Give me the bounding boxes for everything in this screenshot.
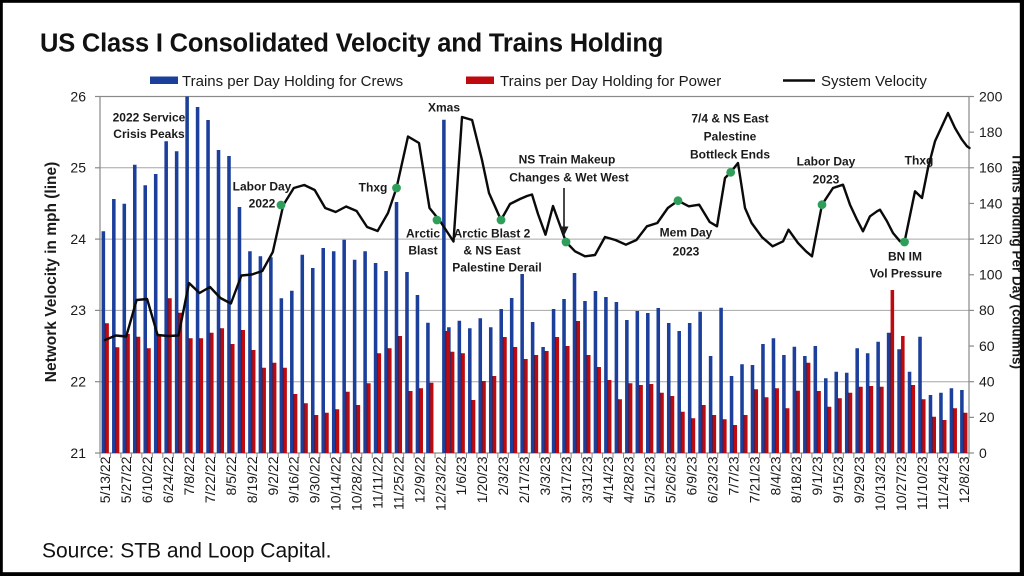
svg-text:2022: 2022 <box>249 197 276 211</box>
svg-text:Arctic Blast 2: Arctic Blast 2 <box>454 227 531 241</box>
svg-text:9/16/22: 9/16/22 <box>286 456 302 503</box>
svg-text:4/14/23: 4/14/23 <box>600 456 616 503</box>
svg-text:Network Velocity in mph (line): Network Velocity in mph (line) <box>43 162 60 382</box>
svg-text:22: 22 <box>70 374 86 390</box>
svg-text:Bottleck Ends: Bottleck Ends <box>690 148 770 162</box>
svg-text:6/10/22: 6/10/22 <box>139 456 155 503</box>
svg-text:2/17/23: 2/17/23 <box>516 456 532 503</box>
svg-text:Labor Day: Labor Day <box>233 180 292 194</box>
svg-text:Thxg: Thxg <box>905 154 934 168</box>
svg-text:Labor Day: Labor Day <box>797 155 856 169</box>
svg-text:Crisis Peaks: Crisis Peaks <box>113 127 185 141</box>
svg-text:140: 140 <box>979 195 1003 211</box>
svg-text:Xmas: Xmas <box>428 101 460 115</box>
svg-text:NS Train Makeup: NS Train Makeup <box>519 153 616 167</box>
svg-text:60: 60 <box>979 338 995 354</box>
svg-text:7/4 & NS East: 7/4 & NS East <box>691 112 768 126</box>
svg-text:7/7/23: 7/7/23 <box>725 456 741 495</box>
svg-text:8/18/23: 8/18/23 <box>788 456 804 503</box>
svg-text:3/17/23: 3/17/23 <box>558 456 574 503</box>
svg-text:4/28/23: 4/28/23 <box>621 456 637 503</box>
svg-text:180: 180 <box>979 124 1003 140</box>
svg-text:11/10/23: 11/10/23 <box>914 456 930 510</box>
svg-text:7/22/22: 7/22/22 <box>202 456 218 503</box>
svg-text:12/23/22: 12/23/22 <box>432 456 448 511</box>
svg-text:10/13/23: 10/13/23 <box>872 456 888 511</box>
svg-text:200: 200 <box>979 88 1003 104</box>
svg-text:Vol Pressure: Vol Pressure <box>870 267 943 281</box>
svg-text:2023: 2023 <box>673 245 700 259</box>
svg-text:Arctic: Arctic <box>406 227 440 241</box>
svg-text:10/28/22: 10/28/22 <box>349 456 365 511</box>
svg-text:10/27/23: 10/27/23 <box>893 456 909 511</box>
svg-text:26: 26 <box>70 88 86 104</box>
svg-text:8/4/23: 8/4/23 <box>767 456 783 495</box>
svg-text:11/24/23: 11/24/23 <box>935 456 951 510</box>
svg-text:9/1/23: 9/1/23 <box>809 456 825 495</box>
svg-text:25: 25 <box>70 160 86 176</box>
svg-text:10/14/22: 10/14/22 <box>328 456 344 511</box>
svg-text:40: 40 <box>979 374 995 390</box>
svg-text:21: 21 <box>70 445 86 461</box>
svg-text:3/3/23: 3/3/23 <box>537 456 553 495</box>
svg-text:120: 120 <box>979 231 1003 247</box>
svg-text:Source: STB and Loop Capital.: Source: STB and Loop Capital. <box>42 540 332 563</box>
svg-text:8/5/22: 8/5/22 <box>223 456 239 495</box>
svg-text:Trains per Day Holding for Pow: Trains per Day Holding for Power <box>500 73 721 90</box>
svg-text:11/25/22: 11/25/22 <box>390 456 406 510</box>
svg-text:12/9/22: 12/9/22 <box>411 456 427 503</box>
svg-text:24: 24 <box>70 231 86 247</box>
svg-text:160: 160 <box>979 160 1003 176</box>
svg-text:9/30/22: 9/30/22 <box>307 456 323 503</box>
svg-text:6/24/22: 6/24/22 <box>160 456 176 503</box>
svg-text:2/3/23: 2/3/23 <box>495 456 511 495</box>
svg-text:9/29/23: 9/29/23 <box>851 456 867 503</box>
svg-text:3/31/23: 3/31/23 <box>579 456 595 503</box>
svg-text:Changes & Wet West: Changes & Wet West <box>509 171 629 185</box>
svg-text:5/13/22: 5/13/22 <box>97 456 113 503</box>
svg-text:6/23/23: 6/23/23 <box>705 456 721 503</box>
svg-text:9/15/23: 9/15/23 <box>830 456 846 503</box>
svg-text:Thxg: Thxg <box>359 181 388 195</box>
svg-text:0: 0 <box>979 445 987 461</box>
svg-text:8/19/22: 8/19/22 <box>244 456 260 503</box>
svg-text:80: 80 <box>979 302 995 318</box>
svg-text:9/2/22: 9/2/22 <box>265 456 281 495</box>
svg-text:100: 100 <box>979 267 1003 283</box>
svg-text:Blast: Blast <box>408 244 437 258</box>
svg-text:7/21/23: 7/21/23 <box>746 456 762 503</box>
svg-text:System Velocity: System Velocity <box>821 73 927 90</box>
svg-text:& NS East: & NS East <box>463 244 520 258</box>
svg-text:2022 Service: 2022 Service <box>113 111 186 125</box>
svg-text:US Class I Consolidated Veloci: US Class I Consolidated Velocity and Tra… <box>40 29 663 57</box>
svg-text:Trains per Day Holding for Cre: Trains per Day Holding for Crews <box>182 73 403 90</box>
svg-text:12/8/23: 12/8/23 <box>956 456 972 503</box>
svg-text:1/6/23: 1/6/23 <box>453 456 469 495</box>
svg-text:2023: 2023 <box>813 173 840 187</box>
svg-text:11/11/22: 11/11/22 <box>370 456 386 509</box>
svg-text:6/9/23: 6/9/23 <box>684 456 700 495</box>
svg-text:BN IM: BN IM <box>888 250 922 264</box>
svg-text:20: 20 <box>979 409 995 425</box>
svg-text:5/12/23: 5/12/23 <box>642 456 658 503</box>
svg-text:Mem Day: Mem Day <box>660 226 713 240</box>
svg-text:7/8/22: 7/8/22 <box>181 456 197 495</box>
svg-text:5/26/23: 5/26/23 <box>663 456 679 503</box>
svg-text:Palestine Derail: Palestine Derail <box>452 261 541 275</box>
svg-text:Palestine: Palestine <box>704 130 757 144</box>
svg-text:1/20/23: 1/20/23 <box>474 456 490 503</box>
svg-text:5/27/22: 5/27/22 <box>118 456 134 503</box>
svg-text:23: 23 <box>70 302 86 318</box>
